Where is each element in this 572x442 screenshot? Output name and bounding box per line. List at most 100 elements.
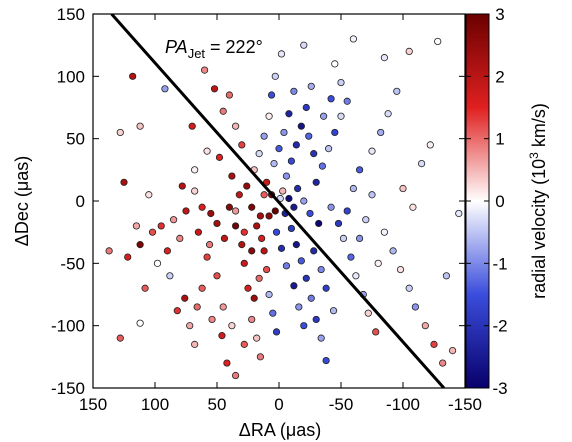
data-point [280, 128, 288, 137]
data-point [310, 150, 318, 158]
data-point [290, 203, 298, 211]
data-point [129, 72, 137, 80]
data-point [203, 253, 211, 261]
data-point [307, 82, 315, 90]
data-point [262, 178, 271, 186]
data-point [290, 282, 298, 290]
data-point [228, 322, 236, 330]
colorbar-title: radial velocity (103 km/s) [527, 103, 549, 299]
data-point [297, 257, 305, 265]
data-point [312, 178, 320, 186]
data-point [232, 122, 240, 130]
data-point [329, 307, 338, 315]
data-point [163, 247, 171, 255]
data-point [253, 222, 261, 230]
data-point [225, 91, 233, 99]
data-point [272, 228, 281, 236]
data-point [105, 247, 113, 255]
x-tick-label: -50 [329, 395, 354, 414]
data-point [292, 141, 300, 149]
data-point [240, 228, 248, 236]
data-point [116, 334, 124, 342]
data-point [191, 166, 199, 174]
data-point [396, 265, 405, 274]
x-tick-label: -150 [448, 395, 482, 414]
data-point [223, 359, 231, 367]
data-point [285, 194, 293, 203]
data-point [265, 112, 273, 120]
data-point [430, 340, 438, 348]
y-tick-label: -100 [51, 317, 85, 336]
data-point [232, 222, 240, 230]
y-tick-label: 150 [57, 5, 85, 24]
data-point [312, 315, 320, 324]
pa-value: = 222° [210, 37, 263, 57]
data-point [317, 265, 325, 274]
data-points [105, 35, 463, 380]
data-point [355, 166, 364, 174]
data-point [240, 259, 248, 267]
data-point [380, 228, 388, 236]
data-point [426, 141, 434, 149]
data-point [248, 315, 256, 324]
y-tick-label: 50 [66, 130, 85, 149]
data-point [228, 172, 236, 180]
data-point [292, 241, 300, 249]
data-point [297, 122, 305, 130]
data-point [293, 184, 302, 193]
data-point [248, 247, 256, 255]
data-point [232, 371, 240, 380]
data-point [374, 259, 382, 267]
data-point [393, 87, 401, 95]
data-point [362, 216, 370, 224]
y-axis: 150 100 50 0 -50 -100 -150 [51, 5, 465, 398]
data-point [225, 203, 233, 211]
x-tick-label: 0 [274, 395, 283, 414]
colorbar-tick-label: 3 [495, 5, 504, 24]
data-point [349, 184, 357, 193]
data-point [166, 272, 174, 280]
data-point [248, 203, 256, 211]
y-tick-label: 0 [76, 192, 85, 211]
data-point [331, 128, 339, 137]
data-point [265, 212, 273, 220]
data-point [193, 303, 201, 311]
data-point [305, 132, 313, 140]
x-axis: 150 100 50 0 -50 -100 -150 [79, 14, 482, 414]
data-point [349, 35, 357, 43]
data-point [295, 303, 303, 311]
data-point [347, 253, 355, 261]
data-point [210, 85, 219, 93]
data-point [157, 222, 165, 230]
data-point [260, 247, 268, 255]
data-point [219, 303, 227, 311]
data-point [238, 141, 246, 149]
data-point [207, 209, 215, 218]
data-point [287, 224, 295, 233]
data-point [368, 147, 376, 155]
data-point [310, 247, 318, 255]
data-point [253, 334, 261, 342]
data-point [279, 187, 287, 195]
y-tick-label: -150 [51, 379, 85, 398]
data-point [322, 356, 330, 365]
data-point [232, 207, 240, 215]
data-point [300, 41, 308, 49]
x-tick-label: -100 [386, 395, 420, 414]
data-point [267, 91, 276, 99]
colorbar-tick-label: 2 [495, 67, 504, 86]
data-point [337, 78, 345, 87]
data-point [455, 209, 463, 218]
data-point [136, 122, 144, 130]
colorbar-tick-label: 0 [495, 192, 504, 211]
data-point [203, 147, 211, 155]
data-point [148, 228, 157, 236]
data-point [389, 247, 397, 255]
data-point [269, 309, 277, 317]
data-point [141, 284, 149, 292]
data-point [377, 128, 385, 137]
data-point [448, 346, 457, 355]
data-point [364, 309, 372, 317]
pa-symbol: PA [165, 37, 188, 57]
data-point [220, 234, 229, 242]
